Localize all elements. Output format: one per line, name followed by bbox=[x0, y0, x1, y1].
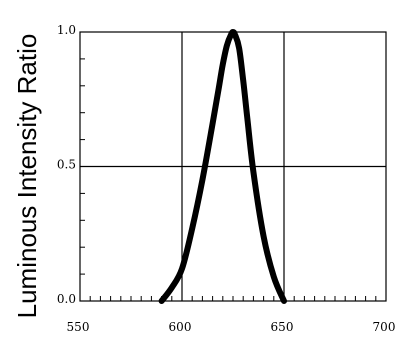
x-tick-label-600: 600 bbox=[169, 320, 192, 334]
tick-labels: 550 600 650 700 0.0 0.5 1.0 bbox=[57, 23, 396, 334]
x-tick-label-550: 550 bbox=[67, 320, 90, 334]
y-tick-label-0.0: 0.0 bbox=[57, 292, 76, 306]
series-line-0 bbox=[158, 29, 287, 304]
plot-frame bbox=[79, 31, 387, 302]
y-tick-label-0.5: 0.5 bbox=[57, 158, 76, 172]
x-tick-label-650: 650 bbox=[271, 320, 294, 334]
axis-ticks bbox=[80, 58, 377, 301]
grid bbox=[80, 32, 386, 301]
x-tick-label-700: 700 bbox=[373, 320, 396, 334]
y-tick-label-1.0: 1.0 bbox=[57, 23, 76, 37]
y-axis-label: Luminous Intensity Ratio bbox=[12, 34, 42, 319]
series-layer bbox=[158, 29, 287, 304]
